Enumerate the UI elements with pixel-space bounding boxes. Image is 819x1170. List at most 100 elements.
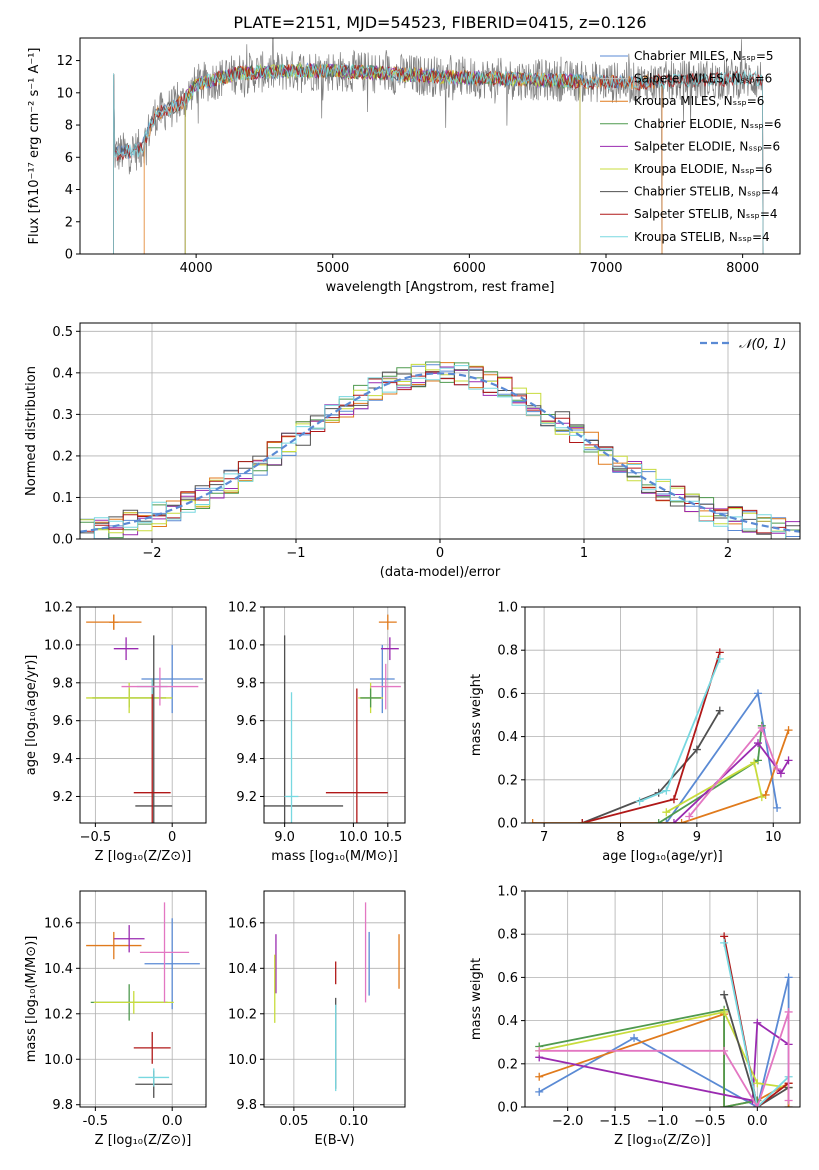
- y-axis-label: Normed distribution: [24, 366, 39, 496]
- y-tick-label: 10.6: [44, 916, 73, 931]
- data-point-marker: [578, 819, 587, 823]
- legend-entry: Chabrier MILES, Nₛₛₚ=5: [634, 49, 774, 63]
- data-point-marker: [784, 973, 793, 982]
- x-tick-label: 0: [436, 546, 444, 561]
- y-tick-label: 10.2: [44, 601, 73, 616]
- y-tick-label: 0.6: [497, 971, 518, 986]
- y-tick-label: 8: [65, 119, 73, 134]
- x-tick-label: −0.5: [80, 830, 112, 845]
- age-vs-mass-frame: [263, 606, 406, 824]
- data-point-marker: [715, 706, 724, 715]
- y-axis-label: Flux [fλ10⁻¹⁷ erg cm⁻² s⁻¹ A⁻¹]: [27, 48, 42, 245]
- data-point-marker: [784, 726, 793, 735]
- y-axis-label: mass weight: [469, 674, 484, 756]
- x-tick-label: 0.0: [162, 1114, 183, 1129]
- x-axis-label: age [log₁₀(age/yr)]: [602, 849, 723, 864]
- x-tick-label: -0.5: [83, 1114, 108, 1129]
- data-point-marker: [753, 1018, 762, 1027]
- x-tick-label: 0.0: [747, 1114, 768, 1129]
- x-tick-label: 7000: [589, 261, 622, 276]
- y-axis-label: age [log₁₀(age/yr)]: [24, 655, 39, 776]
- data-point-marker: [757, 723, 766, 732]
- y-tick-label: 10.2: [228, 601, 257, 616]
- x-axis-label: Z [log₁₀(Z/Z⊙)]: [95, 849, 192, 864]
- x-axis-label: E(B-V): [314, 1133, 354, 1148]
- legend-entry: Chabrier ELODIE, Nₛₛₚ=6: [634, 117, 781, 131]
- x-tick-label: 10: [765, 830, 782, 845]
- x-axis-label: Z [log₁₀(Z/Z⊙)]: [95, 1133, 192, 1148]
- data-point-marker: [720, 990, 729, 999]
- x-tick-label: 0: [168, 830, 176, 845]
- y-tick-label: 10.6: [228, 916, 257, 931]
- y-tick-label: 0.8: [497, 644, 518, 659]
- data-point-marker: [776, 769, 785, 778]
- data-point-marker: [753, 739, 762, 748]
- mass-vs-ebv-frame: [263, 890, 406, 1108]
- y-tick-label: 10.2: [228, 1007, 257, 1022]
- weight-series-line: [532, 729, 790, 823]
- spectrum-frame: [79, 37, 801, 255]
- y-axis-label: mass weight: [469, 958, 484, 1040]
- weight-series-line: [539, 1008, 758, 1107]
- weight-series-line: [539, 1021, 790, 1102]
- mass-weight-vs-age-chart: 7 8 9 10 0.0 0.2 0.4 0.6 0.8 1.0 age [log₁₀(age/yr…: [469, 601, 801, 864]
- model-spectrum-line: [113, 63, 764, 254]
- y-tick-label: 0.0: [52, 533, 73, 548]
- x-tick-label: −2: [142, 546, 161, 561]
- age-vs-Z-frame: [79, 606, 207, 824]
- weight-series-line: [538, 1012, 790, 1107]
- mass-weight-vs-age-plot-area: [528, 648, 793, 823]
- data-point-marker: [654, 819, 663, 823]
- data-point-marker: [662, 819, 671, 823]
- mass-vs-Z-plot-area: [86, 902, 200, 1098]
- residuals-plot-area: [80, 361, 800, 539]
- y-tick-label: 0.0: [497, 1101, 518, 1116]
- data-point-marker: [662, 808, 671, 817]
- page-title: PLATE=2151, MJD=54523, FIBERID=0415, z=0…: [233, 13, 646, 32]
- legend-entry: Salpeter STELIB, Nₛₛₚ=4: [634, 207, 778, 221]
- x-axis-label: (data-model)/error: [380, 565, 501, 580]
- mass-weight-vs-Z-chart: −2.0 −1.5 −1.0 −0.5 0.0 0.0 0.2 0.4 0.6 0.8 1.0 Z […: [469, 885, 801, 1148]
- y-tick-label: 10: [56, 86, 73, 101]
- y-tick-label: 1.0: [497, 885, 518, 900]
- y-tick-label: 9.6: [52, 714, 73, 729]
- legend-entry: Kroupa STELIB, Nₛₛₚ=4: [634, 230, 770, 244]
- y-tick-label: 0.2: [497, 773, 518, 788]
- y-tick-label: 0.6: [497, 687, 518, 702]
- x-tick-label: 6000: [453, 261, 486, 276]
- y-tick-label: 10.0: [44, 1053, 73, 1068]
- mass-vs-ebv-plot-area: [274, 902, 400, 1092]
- legend-entry: 𝒩(0, 1): [739, 337, 786, 352]
- y-tick-label: 9.8: [236, 676, 257, 691]
- y-tick-label: 1.0: [497, 601, 518, 616]
- legend-entry: Salpeter ELODIE, Nₛₛₚ=6: [634, 139, 780, 153]
- y-tick-label: 9.8: [236, 1098, 257, 1113]
- data-point-marker: [757, 793, 766, 802]
- spectrum-plot-area: [113, 38, 764, 254]
- y-tick-label: 0.1: [52, 491, 73, 506]
- y-tick-label: 10.0: [44, 638, 73, 653]
- x-tick-label: 0.05: [279, 1114, 308, 1129]
- data-point-marker: [753, 1079, 762, 1088]
- y-tick-label: 0.4: [497, 1014, 518, 1029]
- data-point-marker: [784, 1096, 793, 1105]
- data-point-marker: [784, 756, 793, 765]
- x-tick-label: 8: [616, 830, 624, 845]
- mass-weight-vs-Z-plot-area: [535, 932, 793, 1107]
- age-vs-Z-chart: −0.5 0 9.2 9.4 9.6 9.8 10.0 10.2 Z [log₁₀(Z/Z⊙)]…: [24, 601, 207, 864]
- data-point-marker: [750, 758, 759, 767]
- y-tick-label: 9.6: [236, 714, 257, 729]
- data-point-marker: [662, 786, 671, 795]
- residuals-frame: [79, 322, 801, 540]
- model-spectrum-line: [113, 63, 764, 254]
- data-point-marker: [635, 797, 644, 806]
- y-tick-label: 10.2: [44, 1007, 73, 1022]
- x-tick-label: −1.0: [647, 1114, 679, 1129]
- legend-entry: Kroupa ELODIE, Nₛₛₚ=6: [634, 162, 772, 176]
- x-tick-label: −2.0: [552, 1114, 584, 1129]
- mass-vs-Z-chart: -0.5 0.0 9.8 10.0 10.2 10.4 10.6 Z [log₁₀(Z/Z⊙)…: [24, 890, 207, 1148]
- x-tick-label: −0.5: [694, 1114, 726, 1129]
- y-tick-label: 0.8: [497, 928, 518, 943]
- x-tick-label: −1: [286, 546, 305, 561]
